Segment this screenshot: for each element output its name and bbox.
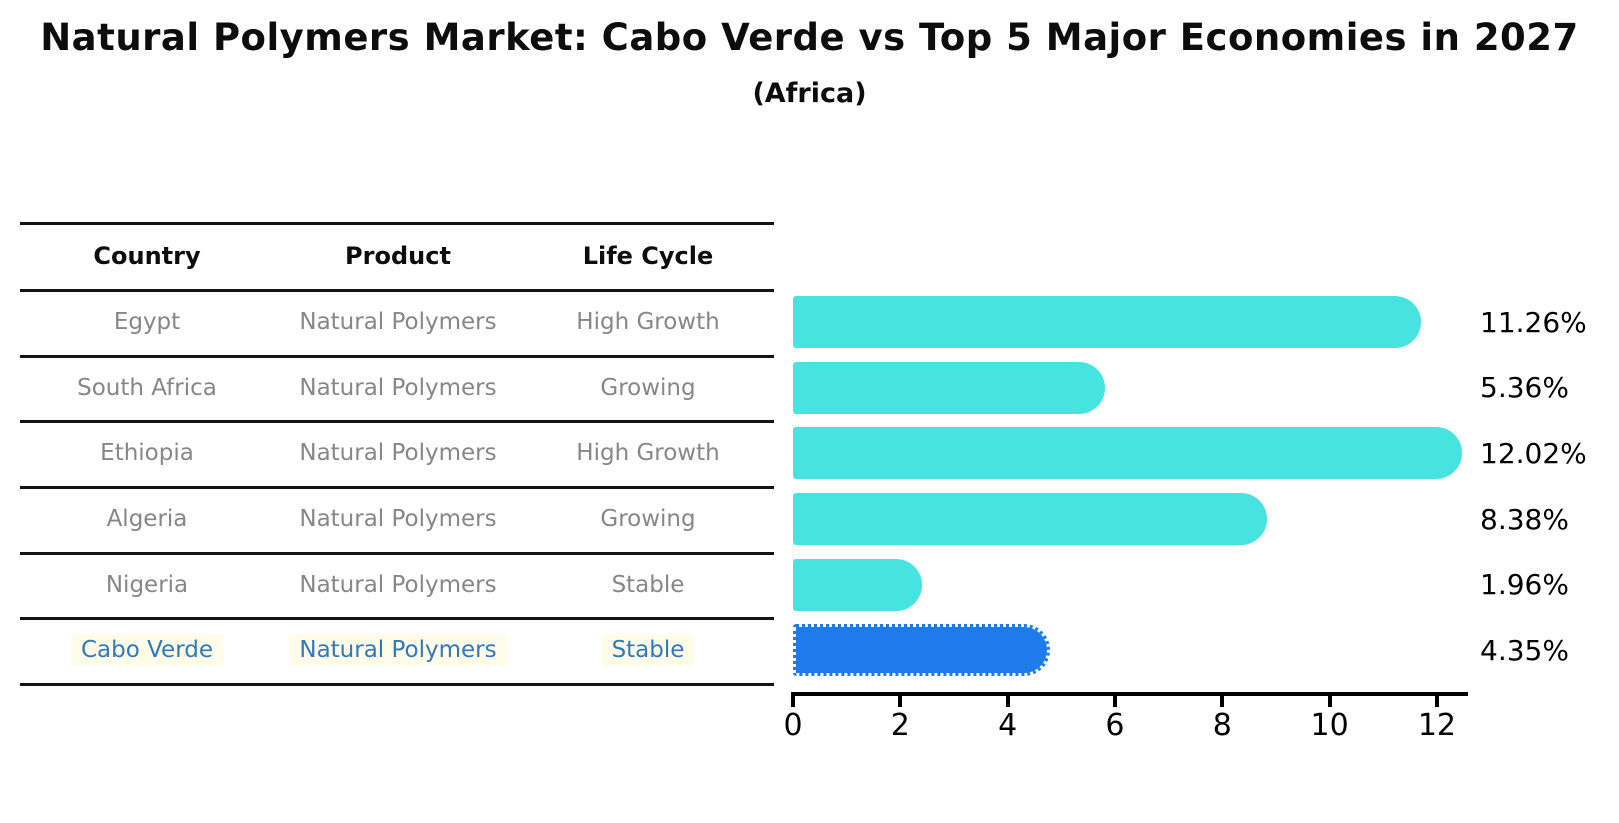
table-cell-text: Natural Polymers — [289, 634, 507, 666]
table-header-product: Product — [345, 241, 451, 270]
table-divider — [20, 289, 774, 292]
x-axis-tick — [898, 692, 903, 707]
table-cell-text: Growing — [600, 506, 696, 532]
table-header-life-cycle: Life Cycle — [582, 241, 714, 270]
table-divider — [20, 683, 774, 686]
bar-ethiopia — [793, 427, 1462, 479]
table-cell-country: Nigeria — [20, 552, 274, 617]
bar-value-label: 4.35% — [1480, 633, 1569, 667]
table-cell-country: Cabo Verde — [20, 617, 274, 683]
table-divider — [20, 222, 774, 225]
table-header-country: Country — [93, 241, 201, 270]
x-axis-tick — [1112, 692, 1117, 707]
table-cell-product: Natural Polymers — [274, 552, 522, 617]
table-cell-life_cycle: Stable — [522, 552, 774, 617]
bar-egypt — [793, 296, 1422, 348]
table-divider — [20, 552, 774, 555]
x-axis-tick-label: 4 — [998, 708, 1018, 743]
bar-algeria — [793, 493, 1267, 545]
bar-nigeria — [793, 558, 923, 611]
table-cell-product: Natural Polymers — [274, 355, 522, 420]
table-cell-country: Algeria — [20, 486, 274, 552]
table-cell-text: Natural Polymers — [299, 440, 497, 466]
x-axis-tick-label: 8 — [1212, 708, 1232, 743]
x-axis-tick-label: 6 — [1105, 708, 1125, 743]
table-cell-text: High Growth — [576, 309, 720, 335]
bar-value-label: 1.96% — [1480, 568, 1569, 601]
table-cell-text: Stable — [611, 571, 685, 598]
table-cell-text: Growing — [600, 374, 696, 401]
x-axis-tick — [1005, 692, 1010, 707]
bar-value-label: 8.38% — [1480, 502, 1569, 536]
table-cell-text: Natural Polymers — [299, 374, 497, 401]
table-cell-life_cycle: Stable — [522, 617, 774, 683]
table-cell-text: Natural Polymers — [299, 571, 497, 598]
table-divider — [20, 617, 774, 620]
table-cell-life_cycle: High Growth — [522, 289, 774, 355]
x-axis-tick — [1327, 692, 1332, 707]
table-divider — [20, 486, 774, 489]
table-cell-country: South Africa — [20, 355, 274, 420]
table-cell-product: Natural Polymers — [274, 617, 522, 683]
table-cell-text: Natural Polymers — [299, 506, 497, 532]
table-cell-text: Stable — [601, 634, 695, 666]
table-cell-text: South Africa — [77, 374, 217, 401]
table-cell-product: Natural Polymers — [274, 486, 522, 552]
table-cell-country: Ethiopia — [20, 420, 274, 486]
x-axis-tick-label: 2 — [890, 708, 910, 743]
x-axis-line — [793, 692, 1468, 696]
table-cell-text: Nigeria — [105, 571, 189, 598]
chart-title: Natural Polymers Market: Cabo Verde vs T… — [40, 16, 1579, 59]
table-cell-life_cycle: Growing — [522, 355, 774, 420]
table-cell-text: Ethiopia — [100, 440, 194, 466]
x-axis-tick — [791, 692, 795, 707]
table-divider — [20, 420, 774, 423]
x-axis-tick — [1434, 692, 1439, 707]
x-axis-tick-label: 10 — [1310, 708, 1349, 743]
table-cell-text: Egypt — [113, 309, 181, 335]
table-cell-text: Cabo Verde — [70, 634, 224, 666]
bar-south-africa — [793, 361, 1105, 414]
table-cell-product: Natural Polymers — [274, 420, 522, 486]
bar-cabo-verde — [793, 624, 1051, 676]
bar-value-label: 12.02% — [1480, 436, 1587, 470]
table-cell-text: Algeria — [106, 506, 188, 532]
table-cell-text: High Growth — [576, 440, 720, 466]
table-cell-text: Natural Polymers — [299, 309, 497, 335]
table-cell-product: Natural Polymers — [274, 289, 522, 355]
x-axis-tick — [1220, 692, 1225, 707]
bar-value-label: 5.36% — [1480, 371, 1569, 404]
bar-value-label: 11.26% — [1480, 305, 1587, 339]
table-cell-life_cycle: Growing — [522, 486, 774, 552]
table-cell-life_cycle: High Growth — [522, 420, 774, 486]
table-cell-country: Egypt — [20, 289, 274, 355]
x-axis-tick-label: 12 — [1417, 708, 1456, 743]
x-axis-tick-label: 0 — [783, 708, 803, 743]
chart-subtitle: (Africa) — [752, 78, 867, 109]
table-divider — [20, 355, 774, 358]
